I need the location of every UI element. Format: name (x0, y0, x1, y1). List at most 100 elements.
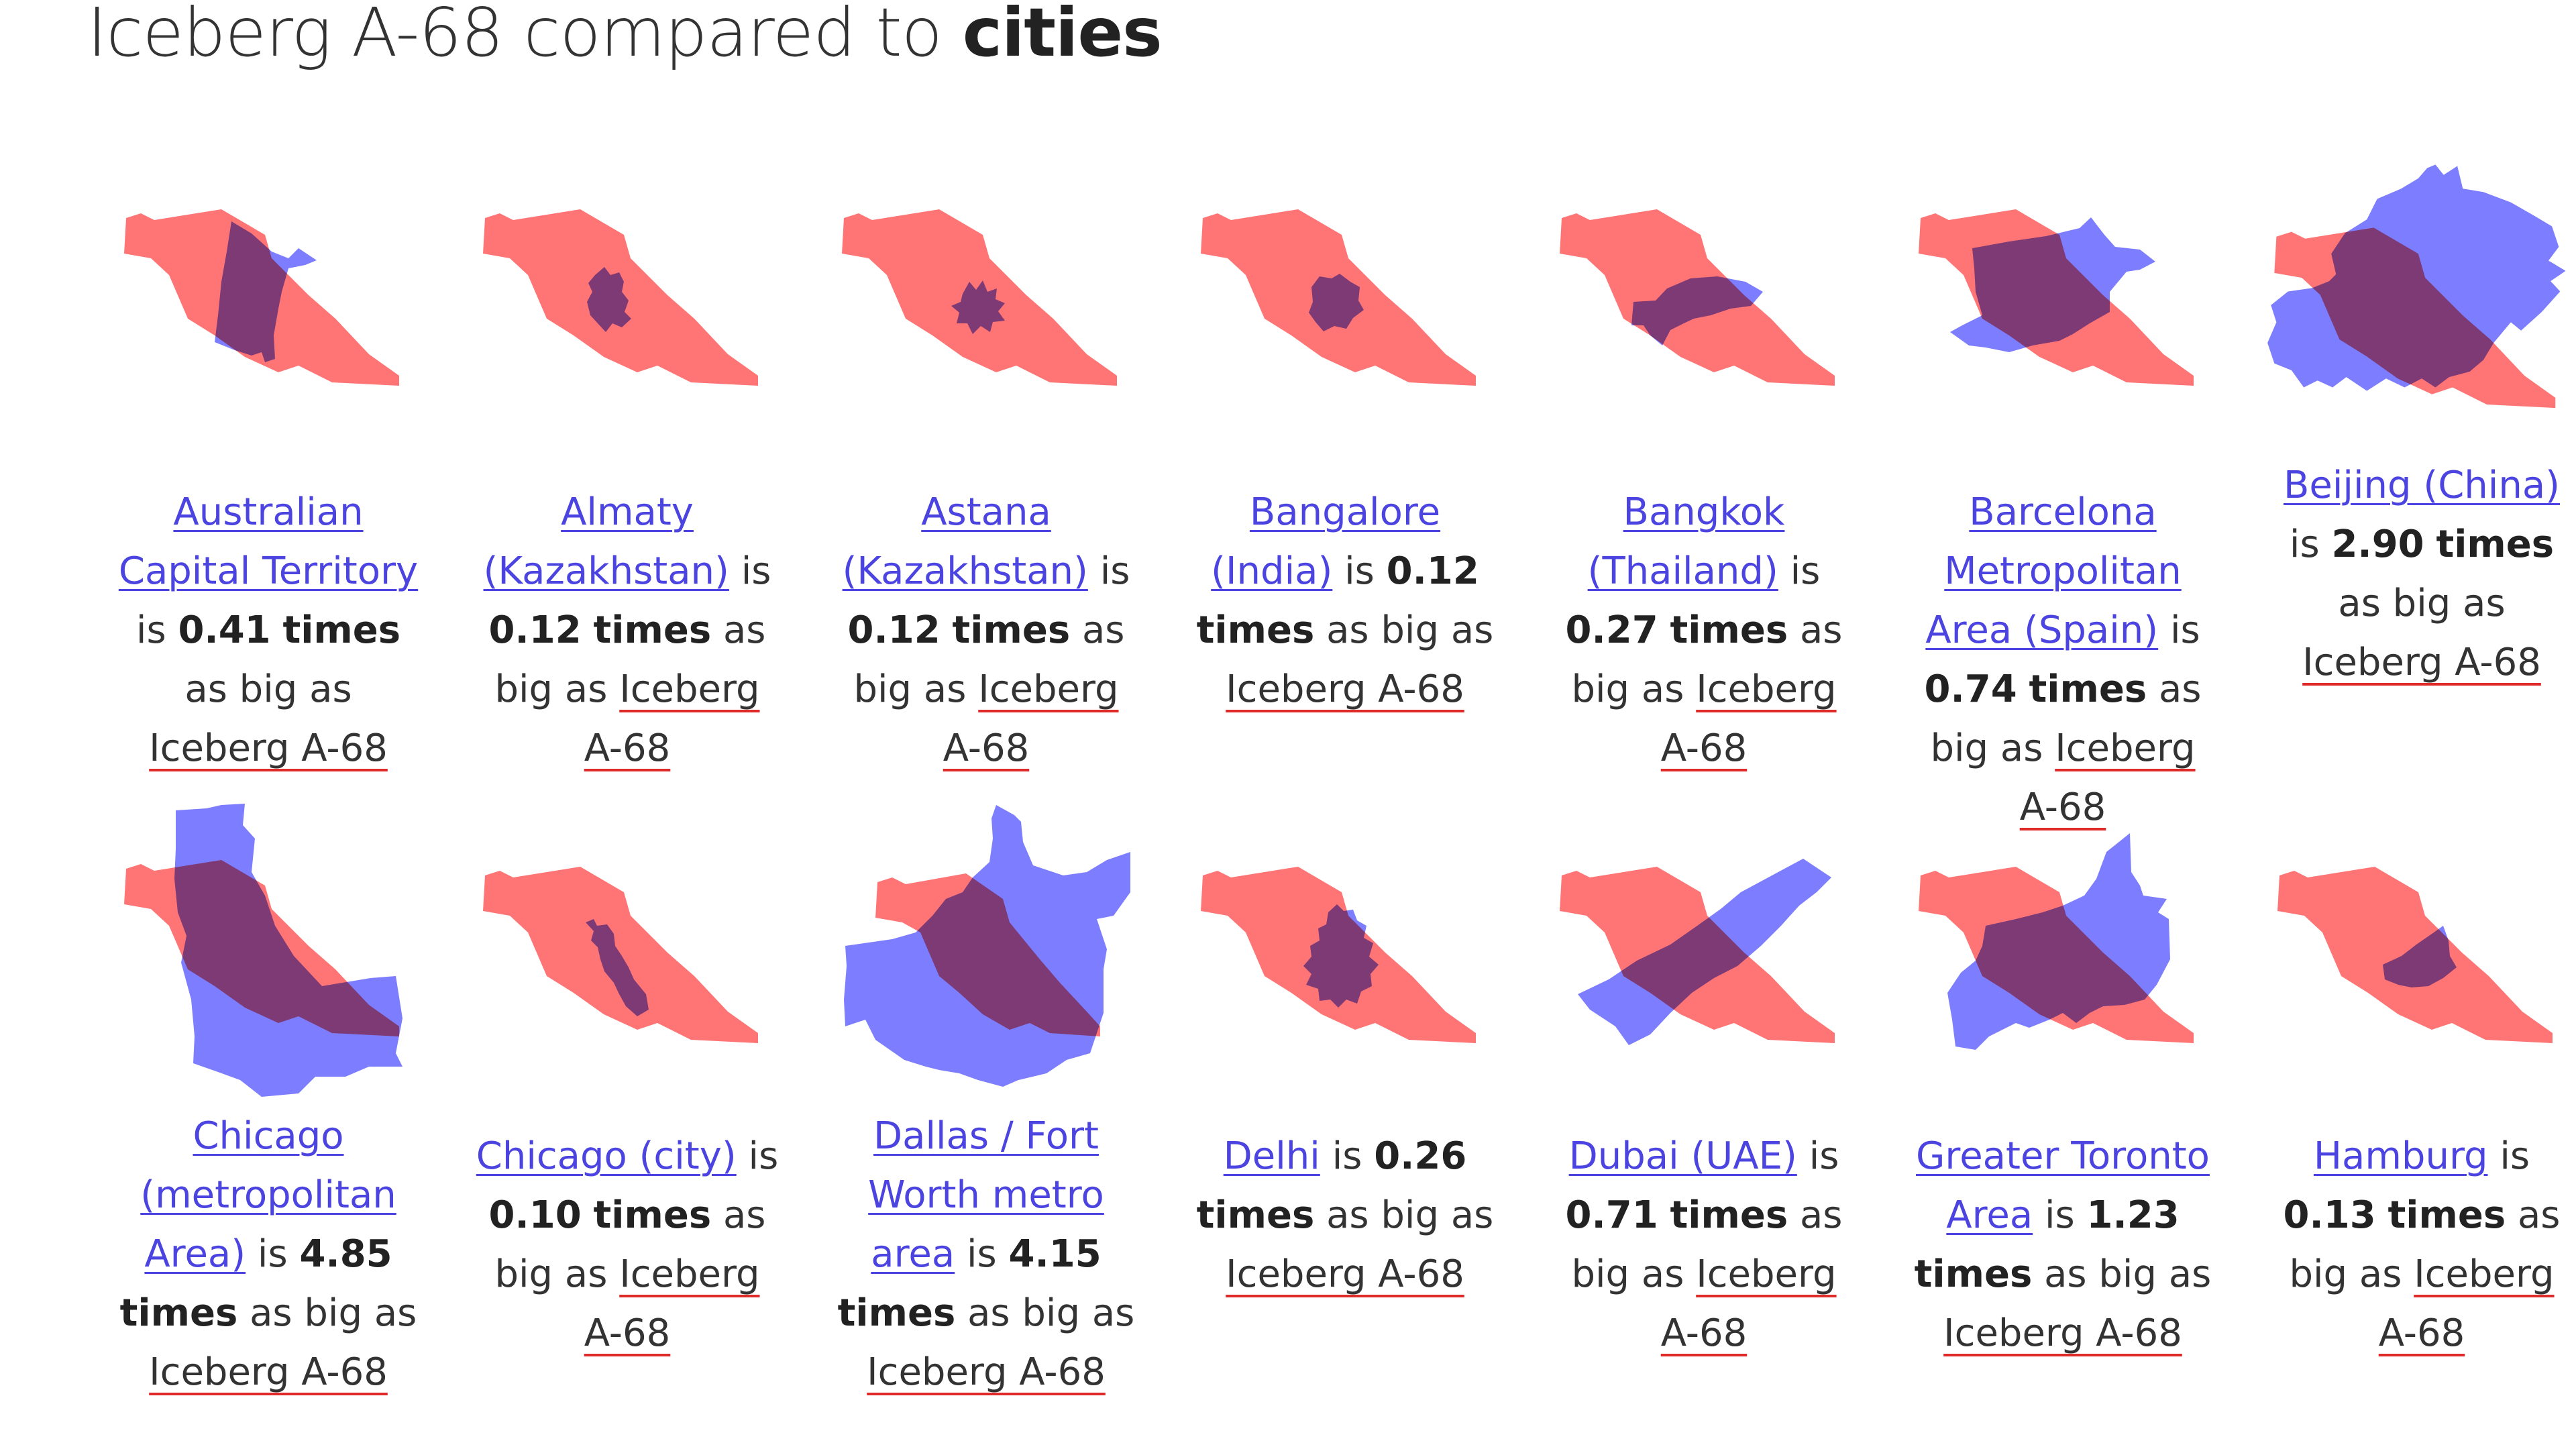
iceberg-link[interactable]: Iceberg A-68 (584, 1252, 760, 1355)
times-text: times (1196, 608, 1315, 652)
is-text: is (1809, 1134, 1839, 1178)
city-shape (174, 804, 402, 1097)
caption: Hamburg is 0.13 times as big as Iceberg … (2264, 1127, 2576, 1363)
times-text: times (1914, 1252, 2033, 1296)
shape-comparison-almaty (483, 209, 758, 386)
city-card-astana: Astana (Kazakhstan) is 0.12 times as big… (798, 174, 1174, 778)
city-shape (844, 805, 1130, 1087)
caption: Astana (Kazakhstan) is 0.12 times as big… (828, 483, 1144, 778)
caption: Barcelona Metropolitan Area (Spain) is 0… (1905, 483, 2220, 837)
city-card-dallas-fort-worth: Dallas / Fort Worth metro area is 4.15 t… (798, 798, 1174, 1402)
iceberg-link[interactable]: Iceberg A-68 (2302, 641, 2541, 684)
as-big-as-text: as big as (2289, 1193, 2561, 1296)
city-card-australian-capital-territory: Australian Capital Territory is 0.41 tim… (80, 174, 456, 778)
is-text: is (2169, 608, 2200, 652)
factor-value: 2.90 (2331, 523, 2424, 566)
city-shape (1947, 833, 2170, 1050)
city-shape (2383, 926, 2457, 987)
caption: Delhi is 0.26 times as big as Iceberg A-… (1187, 1127, 1503, 1304)
iceberg-link[interactable]: Iceberg A-68 (1943, 1311, 2182, 1355)
iceberg-link[interactable]: Iceberg A-68 (149, 1350, 388, 1394)
city-link[interactable]: Australian Capital Territory (118, 490, 419, 593)
iceberg-link[interactable]: Iceberg A-68 (149, 727, 388, 770)
city-card-barcelona: Barcelona Metropolitan Area (Spain) is 0… (1875, 174, 2251, 837)
is-text: is (1099, 549, 1130, 593)
times-text: times (1196, 1193, 1315, 1237)
city-link[interactable]: Hamburg (2313, 1134, 2488, 1178)
is-text: is (2500, 1134, 2530, 1178)
city-link[interactable]: Delhi (1223, 1134, 1320, 1178)
times-text: times (282, 608, 401, 652)
is-text: is (2044, 1193, 2075, 1237)
city-card-delhi: Delhi is 0.26 times as big as Iceberg A-… (1157, 818, 1533, 1304)
city-link[interactable]: Chicago (metropolitan Area) (140, 1114, 396, 1276)
title-emphasis: cities (962, 0, 1163, 72)
iceberg-link[interactable]: Iceberg A-68 (584, 667, 760, 770)
shape-comparison-barcelona (1919, 209, 2194, 386)
page-title: Iceberg A-68 compared to cities (87, 0, 1163, 72)
as-big-as-text: as big as (1571, 1193, 1843, 1296)
iceberg-link[interactable]: Iceberg A-68 (1660, 1252, 1837, 1355)
as-big-as-text: as big as (1930, 667, 2202, 770)
times-text: times (1670, 608, 1788, 652)
city-shape (587, 267, 631, 332)
as-big-as-text: as big as (2044, 1252, 2212, 1296)
city-link[interactable]: Barcelona Metropolitan Area (Spain) (1925, 490, 2182, 652)
city-link[interactable]: Greater Toronto Area (1916, 1134, 2210, 1237)
as-big-as-text: as big as (494, 608, 766, 711)
city-shape (1578, 859, 1831, 1045)
factor-value: 0.71 (1565, 1193, 1658, 1237)
is-text: is (966, 1232, 997, 1276)
shape-comparison-australian-capital-territory (124, 209, 399, 386)
times-text: times (593, 1193, 712, 1237)
is-text: is (1344, 549, 1375, 593)
city-link[interactable]: Dallas / Fort Worth metro area (868, 1114, 1104, 1276)
iceberg-link[interactable]: Iceberg A-68 (1660, 667, 1837, 770)
caption: Bangkok (Thailand) is 0.27 times as big … (1546, 483, 1862, 778)
caption: Beijing (China) is 2.90 times as big as … (2264, 456, 2576, 692)
factor-value: 0.12 (1386, 549, 1479, 593)
is-text: is (1332, 1134, 1362, 1178)
factor-value: 0.12 (847, 608, 941, 652)
city-shape (1309, 274, 1364, 331)
city-link[interactable]: Dubai (UAE) (1568, 1134, 1797, 1178)
as-big-as-text: as big as (853, 608, 1125, 711)
city-link[interactable]: Bangkok (Thailand) (1587, 490, 1785, 593)
shape-comparison-chicago-city (483, 867, 758, 1043)
city-card-chicago-metro: Chicago (metropolitan Area) is 4.85 time… (80, 798, 456, 1402)
iceberg-link[interactable]: Iceberg A-68 (943, 667, 1119, 770)
iceberg-link[interactable]: Iceberg A-68 (2019, 727, 2196, 829)
title-prefix: Iceberg A-68 compared to (87, 0, 963, 72)
shape-comparison-chicago-metro (124, 804, 402, 1097)
shape-comparison-bangkok (1560, 209, 1835, 386)
city-card-almaty: Almaty (Kazakhstan) is 0.12 times as big… (439, 174, 815, 778)
times-text: times (837, 1291, 956, 1335)
city-link[interactable]: Chicago (city) (476, 1134, 737, 1178)
factor-value: 0.13 (2283, 1193, 2376, 1237)
iceberg-link[interactable]: Iceberg A-68 (867, 1350, 1106, 1394)
times-text: times (2387, 1193, 2506, 1237)
factor-value: 0.41 (178, 608, 271, 652)
city-link[interactable]: Beijing (China) (2283, 464, 2561, 507)
city-link[interactable]: Astana (Kazakhstan) (842, 490, 1088, 593)
city-shape (2267, 164, 2566, 391)
as-big-as-text: as big as (184, 667, 352, 711)
city-card-chicago-city: Chicago (city) is 0.10 times as big as I… (439, 818, 815, 1363)
city-link[interactable]: Almaty (Kazakhstan) (483, 490, 729, 593)
is-text: is (257, 1232, 288, 1276)
iceberg-link[interactable]: Iceberg A-68 (1226, 667, 1464, 711)
caption: Greater Toronto Area is 1.23 times as bi… (1905, 1127, 2220, 1363)
is-text: is (136, 608, 166, 652)
caption: Chicago (city) is 0.10 times as big as I… (470, 1127, 785, 1363)
factor-value: 0.12 (488, 608, 582, 652)
city-card-bangalore: Bangalore (India) is 0.12 times as big a… (1157, 174, 1533, 719)
city-link[interactable]: Bangalore (India) (1211, 490, 1441, 593)
times-text: times (2029, 667, 2147, 711)
caption: Almaty (Kazakhstan) is 0.12 times as big… (470, 483, 785, 778)
as-big-as-text: as big as (1326, 608, 1494, 652)
iceberg-link[interactable]: Iceberg A-68 (2378, 1252, 2555, 1355)
as-big-as-text: as big as (1571, 608, 1843, 711)
caption: Chicago (metropolitan Area) is 4.85 time… (111, 1107, 426, 1402)
iceberg-link[interactable]: Iceberg A-68 (1226, 1252, 1464, 1296)
